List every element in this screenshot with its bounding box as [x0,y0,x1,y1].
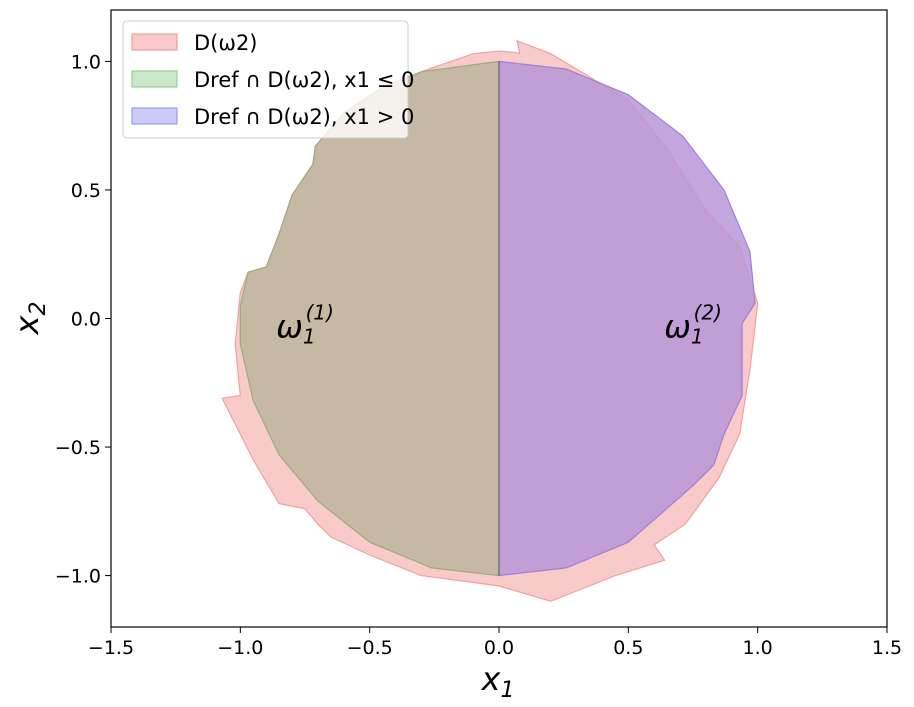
legend-label: Dref ∩ D(ω2), x1 > 0 [194,105,414,129]
legend-swatch [131,70,178,88]
region-3 [498,60,756,577]
legend-swatch [131,33,178,51]
annotations: ω1(1) ω1(2) [276,301,722,349]
x-tick-label: 1.0 [743,637,773,659]
legend-box [122,20,409,139]
plot-area: ω1(1) ω1(2) [110,9,888,628]
y-tick-label: −0.5 [55,437,101,459]
region-annotation-2: ω1(2) [664,301,722,349]
x-tick-label: −1.0 [217,637,263,659]
legend-label: D(ω2) [194,31,258,55]
legend-swatch [131,107,178,125]
y-tick-label: 1.0 [71,51,101,73]
x-axis-label: x1 [481,660,515,703]
y-tick-label: −1.0 [55,566,101,588]
x-tick-label: 0.0 [484,637,514,659]
x-tick-label: 0.5 [613,637,643,659]
regions [221,39,759,602]
legend-label: Dref ∩ D(ω2), x1 ≤ 0 [194,68,414,92]
x-tick-label: −0.5 [347,637,393,659]
x-tick-label: −1.5 [88,637,134,659]
legend: D(ω2) Dref ∩ D(ω2), x1 ≤ 0 Dref ∩ D(ω2), x… [122,20,414,139]
y-tick-label: 0.5 [71,180,101,202]
y-axis: −1.0 −0.5 0.0 0.5 1.0 [55,51,111,588]
y-axis-label: x2 [8,302,51,336]
y-tick-label: 0.0 [71,309,101,331]
x-axis: −1.5 −1.0 −0.5 0.0 0.5 1.0 1.5 [88,627,902,659]
x-tick-label: 1.5 [872,637,902,659]
